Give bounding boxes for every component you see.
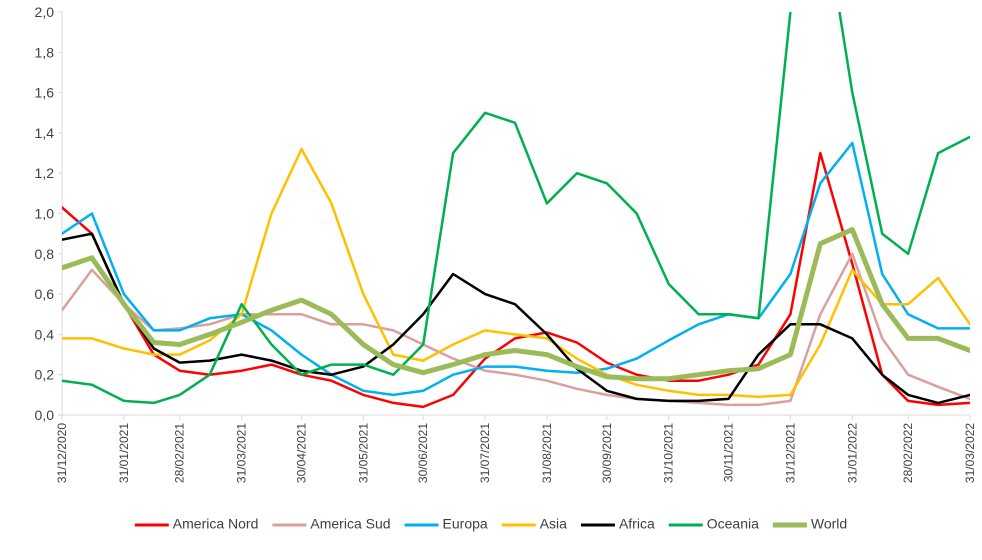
x-tick-label: 31/01/2022 [845, 423, 859, 483]
plot-area [62, 12, 970, 409]
y-tick-label: 1,8 [35, 44, 55, 60]
y-tick-label: 1,6 [35, 85, 55, 101]
x-tick-label: 31/12/2021 [783, 423, 797, 483]
x-tick-label: 28/02/2022 [901, 423, 915, 483]
x-tick-label: 31/05/2021 [356, 423, 370, 483]
legend-label: Africa [619, 516, 655, 532]
series-line [62, 141, 970, 397]
y-tick-label: 1,4 [35, 125, 55, 141]
x-tick-label: 31/12/2020 [55, 423, 69, 483]
legend-label: Oceania [707, 516, 759, 532]
y-tick-label: 0,2 [35, 367, 55, 383]
x-tick-label: 30/04/2021 [294, 423, 308, 483]
x-tick-label: 31/03/2022 [963, 423, 977, 483]
x-tick-label: 30/06/2021 [416, 423, 430, 483]
x-tick-label: 31/01/2021 [117, 423, 131, 483]
y-tick-label: 1,0 [35, 206, 55, 222]
legend-label: World [811, 516, 847, 532]
legend-label: Europa [443, 516, 488, 532]
series-line [62, 227, 970, 382]
y-tick-label: 0,8 [35, 246, 55, 262]
series-line [62, 147, 970, 399]
y-tick-label: 1,2 [35, 165, 55, 181]
x-tick-label: 31/10/2021 [662, 423, 676, 483]
series-line [62, 12, 970, 405]
legend-label: Asia [540, 516, 567, 532]
x-tick-label: 31/03/2021 [235, 423, 249, 483]
y-tick-label: 2,0 [35, 4, 55, 20]
y-tick-label: 0,4 [35, 326, 55, 342]
legend-label: America Sud [310, 516, 390, 532]
legend-label: America Nord [173, 516, 259, 532]
x-tick-label: 31/07/2021 [478, 423, 492, 483]
series-line [62, 232, 970, 405]
y-tick-label: 0,0 [35, 407, 55, 423]
x-tick-label: 30/11/2021 [722, 423, 736, 482]
x-tick-label: 31/08/2021 [540, 423, 554, 483]
series-line [62, 151, 970, 409]
x-tick-label: 30/09/2021 [600, 423, 614, 483]
y-tick-label: 0,6 [35, 286, 55, 302]
series-line [62, 252, 970, 407]
x-tick-label: 28/02/2021 [173, 423, 187, 483]
